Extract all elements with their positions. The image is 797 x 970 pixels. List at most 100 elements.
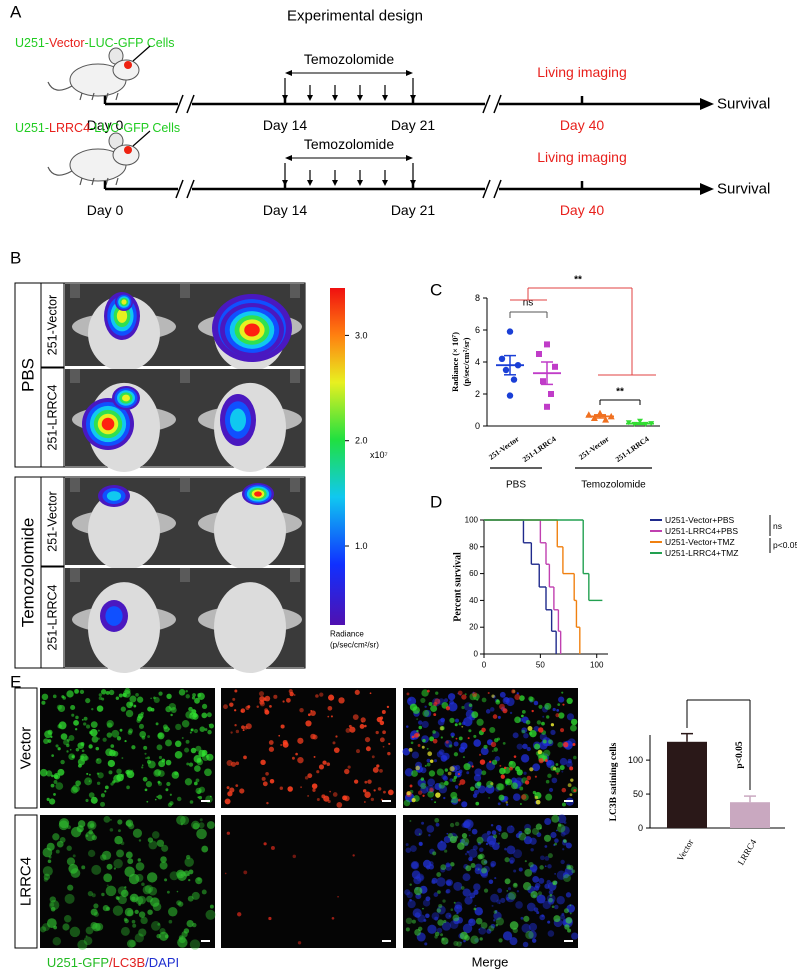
cell-spot [475,917,483,925]
cell-spot [534,743,541,750]
cell-spot [450,908,454,911]
design-title: Experimental design [287,8,423,25]
cell-spot [282,739,288,745]
day-label: Day 14 [263,202,308,218]
cell-spot [466,771,470,775]
cell-spot [197,796,200,799]
cell-spot [538,877,545,884]
cell-spot [420,777,425,781]
cell-spot [196,759,203,766]
point [544,341,550,348]
cell-spot [457,798,461,802]
cell-spot [408,747,413,752]
cell-spot [496,899,501,904]
cell-spot [450,800,453,803]
cell-spot [563,874,571,882]
cell-spot [528,930,537,939]
cell-spot [376,764,380,768]
y-tick-label: 80 [469,542,478,551]
colorbar [330,288,345,625]
cell-spot [565,892,572,898]
cell-spot [506,803,509,806]
cell-spot [511,689,516,694]
cell-spot [550,729,556,735]
cell-spot [195,877,203,885]
cell-spot [449,766,455,772]
cell-spot [262,781,268,787]
cell-spot [42,847,53,858]
cell-spot [526,902,536,912]
cell-spot [497,715,501,719]
x-tick-label: 50 [536,661,545,670]
y-axis-label: LC3B satining cells [609,742,619,821]
cell-spot [490,923,496,929]
cell-spot [153,769,161,777]
cell-spot [560,831,566,837]
cell-spot [470,935,479,944]
cell-spot [100,793,105,798]
cell-spot [430,705,438,713]
cell-spot [478,928,481,931]
cell-spot [110,782,114,786]
cell-spot [63,739,70,746]
cell-spot [229,702,234,707]
cell-spot [247,705,251,709]
cell-spot [443,919,447,924]
cell-spot [407,696,417,706]
cell-spot [183,928,190,934]
cell-spot [546,879,551,885]
point [548,391,554,397]
cell-spot [335,735,338,738]
cell-spot [433,702,438,707]
cell-spot [456,787,458,790]
cell-spot [476,718,484,726]
cell-spot [435,822,440,827]
cell-spot [551,905,555,909]
cell-spot [57,704,66,713]
cell-spot [193,781,198,786]
cell-spot [550,723,555,727]
cell-spot [209,904,214,909]
cell-spot [188,762,194,767]
legend-label: U251-LRRC4+TMZ [665,548,738,558]
cell-spot [473,734,477,738]
cell-spot [456,941,462,947]
break-gap [485,101,499,107]
cell-spot [540,855,545,861]
break-mark [175,179,184,199]
cell-spot [39,768,48,777]
cell-spot [554,767,561,773]
cell-spot [453,775,458,779]
cell-spot [445,912,452,919]
cell-spot [521,709,526,714]
cell-spot [477,868,480,871]
arrowhead [357,180,363,186]
cell-spot [158,755,163,760]
cell-spot [83,722,87,726]
cell-spot [270,846,275,850]
cell-line-part: LRRC4 [49,121,90,135]
cell-spot [117,886,127,896]
cell-spot [232,697,236,701]
cell-spot [537,891,543,896]
colorbar-tick-label: 1.0 [355,541,368,551]
cell-spot [43,873,51,881]
cell-spot [431,877,438,884]
cell-spot [158,770,165,777]
mouse-tail [47,166,73,176]
cell-spot [449,822,455,828]
cell-spot [128,823,135,830]
cell-spot [434,817,440,823]
row-frame [40,282,65,368]
group-label: PBS [506,480,526,491]
cell-spot [112,905,124,916]
cell-spot [379,716,384,720]
cell-spot [204,768,212,777]
cell-spot [405,927,410,932]
cell-spot [531,868,537,874]
cell-spot [116,849,124,858]
cell-spot [496,737,501,741]
cell-spot [295,752,298,756]
row-label: LRRC4 [18,857,35,906]
